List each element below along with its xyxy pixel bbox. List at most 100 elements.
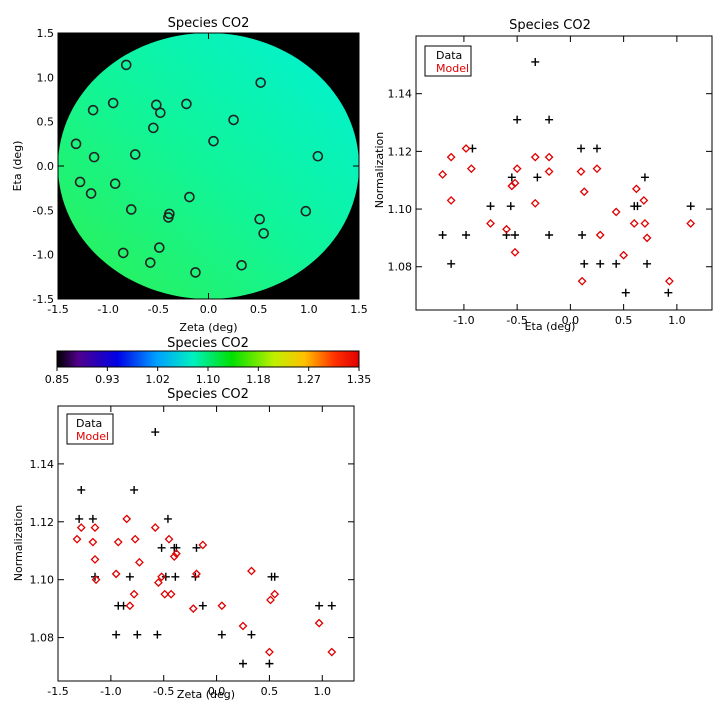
zeta-model-point [247,566,256,576]
map-xtick-label: 0.0 [200,303,218,316]
zeta-ytick-label: 1.12 [30,516,55,529]
map-field [58,33,359,299]
eta-ytick-label: 1.12 [388,145,413,158]
eta-data-point [545,115,554,124]
eta-model-point [592,164,602,174]
zeta-model-point [217,601,227,611]
source-marker [155,107,166,119]
eta-data-point [533,173,542,182]
zeta-data-point [77,485,86,494]
zeta-data-point [239,659,247,668]
eta-model-point [461,144,471,153]
eta-legend: Data Model [424,45,472,77]
source-marker [87,104,99,116]
zeta-model-point [72,534,82,544]
zeta-data-point [265,659,274,668]
eta-model-point [579,187,589,197]
eta-model-point [577,276,587,286]
eta-model-point [446,152,456,162]
source-marker [258,228,269,239]
zeta-model-point [188,604,198,614]
source-marker [154,242,165,253]
zeta-frame [57,405,355,682]
zeta-model-point [91,575,101,585]
zeta-model-point [265,647,274,657]
map-xtick-label: 1.5 [350,303,368,316]
map-panel: Species CO2 -1.5 -1.0 -0.5 0.0 0.5 1.0 1.5-1.5… [11,16,368,334]
eta-ytick-label: 1.14 [388,88,413,101]
eta-data-point [507,173,516,182]
eta-legend-data: Data [436,49,462,62]
source-marker [151,99,162,111]
eta-data-point [545,231,554,240]
eta-model-point [438,170,448,179]
zeta-model-point [192,569,201,579]
zeta-data-point [217,630,226,639]
map-sources [70,59,324,278]
zeta-data-point [125,572,134,581]
zeta-points [72,428,337,668]
eta-model-point [512,164,522,174]
map-ytick-label: 0.5 [37,116,55,129]
zeta-data-point [75,514,84,523]
map-axes: -1.5 -1.0 -0.5 0.0 0.5 1.0 1.5 -1.5 -1.0 -0.5 0.0 0… [33,27,368,316]
eta-data-point [593,144,602,153]
source-marker [120,59,132,71]
map-ytick-label: -0.5 [33,204,54,217]
zeta-model-point [76,523,86,532]
map-ytick-label: -1.5 [33,293,54,306]
zeta-model-point [88,537,98,547]
source-marker [228,114,239,126]
eta-model-point [686,219,696,228]
eta-data-point [621,288,630,297]
zeta-ylabel: Normalization [12,505,25,581]
zeta-ytick-label: 1.14 [30,458,55,471]
eta-model-point [507,181,517,191]
colorbar-tick-label: 0.85 [45,373,70,386]
source-marker [255,77,266,88]
colorbar-tick-label: 1.35 [347,373,372,386]
source-marker [184,191,195,203]
eta-data-point [643,259,652,268]
source-marker [181,98,192,110]
eta-model-point [611,207,621,217]
colorbar-bar [56,350,360,368]
eta-model-point [486,219,495,228]
zeta-data-point [198,601,207,610]
zeta-model-point [150,523,160,532]
zeta-panel: Species CO2 -1.5 -1.0 -0.5 0.0 0.5 1.0 1.08 1.1… [12,387,355,701]
eta-model-point [510,178,520,188]
eta-model-point [544,167,554,176]
source-marker [236,260,247,271]
map-ytick-label: -1.0 [33,249,54,262]
map-xtick-label: 0.5 [250,303,268,316]
eta-legend-model: Model [436,62,469,75]
map-ytick-label: 1.5 [37,27,55,40]
zeta-data-point [112,630,121,639]
zeta-ytick-label: 1.08 [30,632,55,645]
zeta-ytick-label: 1.10 [30,574,55,587]
eta-model-point [530,152,540,162]
colorbar-tick-label: 0.93 [95,373,120,386]
zeta-xtick-label: 0.5 [261,685,279,698]
eta-data-point [486,202,495,211]
eta-model-point [640,219,650,228]
map-xtick-label: -1.0 [97,303,118,316]
zeta-xtick-label: -1.5 [47,685,68,698]
zeta-data-point [247,630,256,639]
source-marker [312,150,324,162]
zeta-model-point [238,621,248,631]
zeta-model-point [122,514,132,524]
eta-data-point [578,231,587,240]
eta-panel: Species CO2 -1.0 -0.5 0.0 0.5 1.0 1.08 1.10 1.1… [373,18,713,333]
zeta-model-point [90,555,100,564]
zeta-data-point [133,630,142,639]
eta-data-point [531,57,540,66]
source-marker [74,176,86,188]
zeta-model-point [111,569,121,579]
zeta-model-point [113,537,123,547]
eta-model-point [544,152,554,162]
eta-model-point [631,184,641,194]
eta-frame [415,35,713,311]
